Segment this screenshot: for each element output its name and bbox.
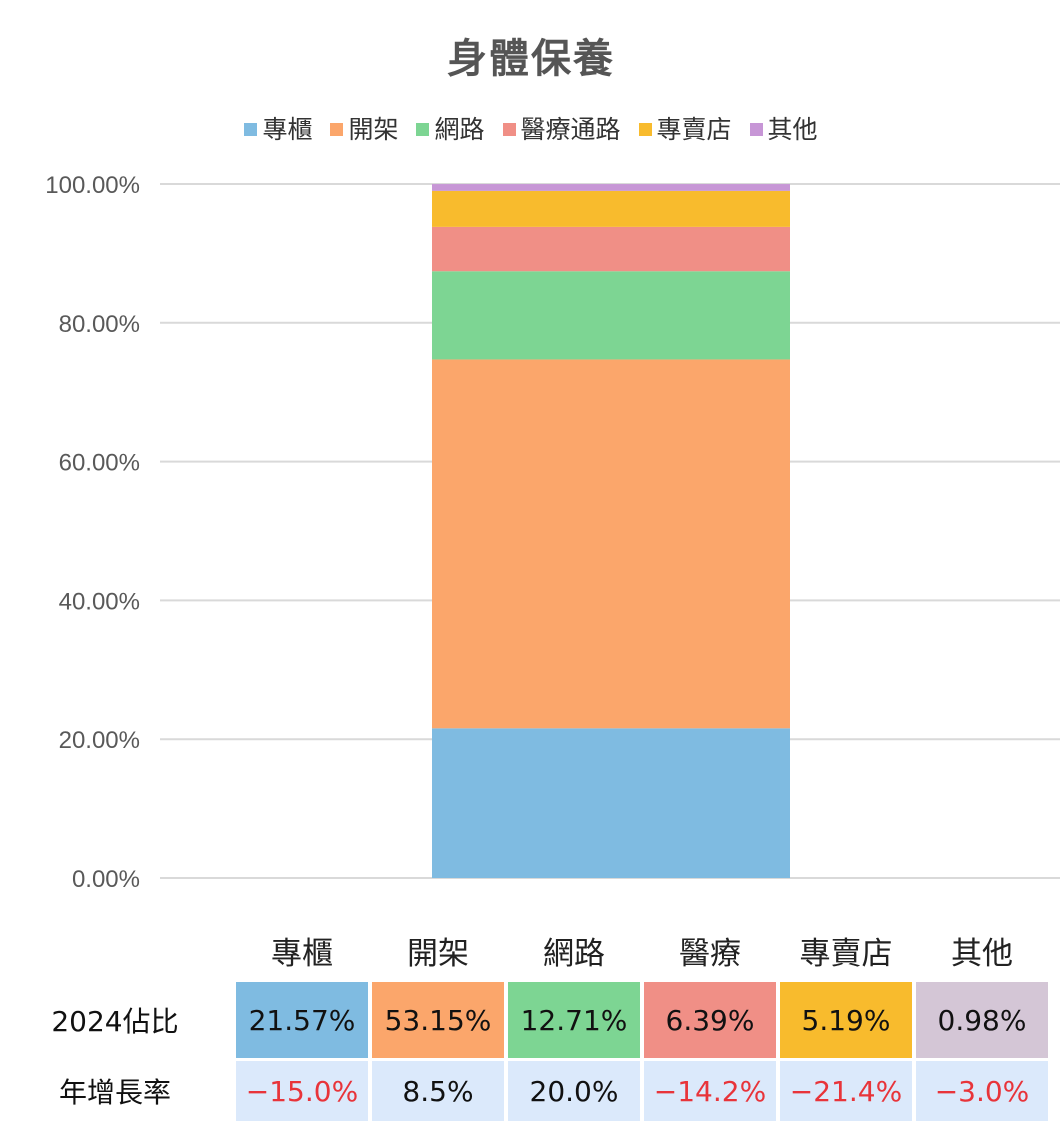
col-head-other: 其他 <box>951 935 1013 972</box>
col-head-medical: 醫療 <box>679 935 741 972</box>
growth-cell-medical: −14.2% <box>644 1061 776 1121</box>
growth-cell-specialty-store: −21.4% <box>780 1061 912 1121</box>
legend-swatch <box>502 122 516 136</box>
legend-label: 網路 <box>434 115 485 144</box>
summary-table: 專櫃 開架 網路 醫療 專賣店 其他 2024佔比 21.57% 53.15% … <box>0 918 1052 1124</box>
col-head-drugstore: 開架 <box>407 935 469 972</box>
y-tick-label: 0.00% <box>72 866 140 893</box>
legend-label: 專賣店 <box>656 115 732 144</box>
growth-cell-other: −3.0% <box>916 1061 1048 1121</box>
legend-item: 醫療通路 <box>502 110 621 146</box>
legend: 專櫃 開架 網路 醫療通路 專賣店 其他 <box>0 110 1062 146</box>
y-tick-label: 80.00% <box>59 311 140 338</box>
legend-item: 其他 <box>749 110 818 146</box>
legend-item: 專櫃 <box>244 110 312 146</box>
share-cell-specialty-store: 5.19% <box>780 982 912 1058</box>
legend-item: 開架 <box>330 110 398 146</box>
col-head-online: 網路 <box>543 935 605 972</box>
growth-cell-drugstore: 8.5% <box>372 1061 504 1121</box>
chart-title: 身體保養 <box>447 36 615 82</box>
growth-cell-online: 20.0% <box>508 1061 640 1121</box>
bar-segment-醫療通路 <box>432 226 790 272</box>
share-row-label: 2024佔比 <box>51 1005 179 1038</box>
header-corner <box>4 921 232 979</box>
bar-segment-專櫃 <box>432 728 790 878</box>
share-cell-other: 0.98% <box>916 982 1048 1058</box>
growth-row-label: 年增長率 <box>58 1076 171 1109</box>
legend-swatch <box>749 122 763 136</box>
bar-segment-開架 <box>432 359 790 729</box>
legend-label: 開架 <box>348 115 399 144</box>
legend-item: 網路 <box>416 110 485 146</box>
col-head-specialty-store: 專賣店 <box>799 935 893 972</box>
share-cell-online: 12.71% <box>508 982 640 1058</box>
legend-item: 專賣店 <box>638 110 732 146</box>
growth-cell-counter: −15.0% <box>236 1061 368 1121</box>
y-tick-label: 100.00% <box>45 172 140 199</box>
y-tick-label: 60.00% <box>59 450 140 477</box>
share-cell-drugstore: 53.15% <box>372 982 504 1058</box>
chart-area: 身體保養 專櫃 開架 網路 醫療通路 專賣店 其他 0.00% 20.00% 40.00% 60… <box>0 36 1062 893</box>
legend-swatch <box>416 122 430 136</box>
bar-segment-其他 <box>432 184 790 191</box>
growth-row: 年增長率 −15.0% 8.5% 20.0% −14.2% −21.4% −3.… <box>4 1061 1048 1121</box>
legend-swatch <box>330 122 344 136</box>
share-row: 2024佔比 21.57% 53.15% 12.71% 6.39% 5.19% … <box>4 982 1048 1058</box>
bar-segment-專賣店 <box>432 190 790 227</box>
legend-swatch <box>244 122 258 136</box>
col-head-counter: 專櫃 <box>271 935 333 972</box>
legend-label: 專櫃 <box>262 115 313 144</box>
header-row: 專櫃 開架 網路 醫療 專賣店 其他 <box>4 921 1048 979</box>
share-cell-counter: 21.57% <box>236 982 368 1058</box>
legend-label: 醫療通路 <box>520 115 621 144</box>
y-tick-label: 20.00% <box>59 727 140 754</box>
legend-swatch <box>638 122 652 136</box>
y-tick-label: 40.00% <box>59 588 140 615</box>
bar-segment-網路 <box>432 271 790 360</box>
plot-svg: 0.00% 20.00% 40.00% 60.00% 80.00% 100.00% <box>45 172 1060 893</box>
share-cell-medical: 6.39% <box>644 982 776 1058</box>
legend-label: 其他 <box>767 115 818 144</box>
